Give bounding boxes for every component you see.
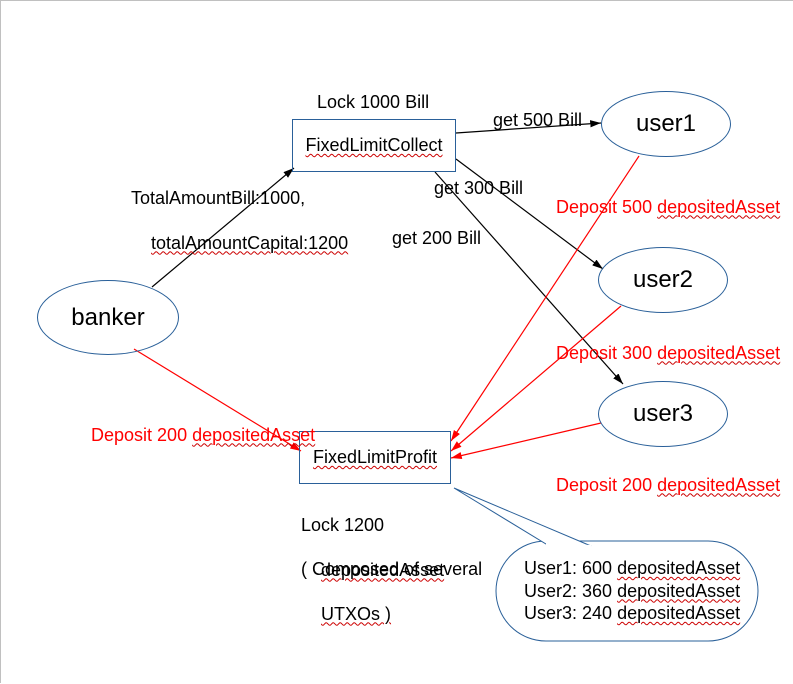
label-total-amount-capital: totalAmountCapital:1200 — [131, 209, 348, 277]
node-user2: user2 — [598, 247, 728, 313]
node-user2-label: user2 — [633, 266, 693, 294]
diagram-canvas: banker FixedLimitCollect FixedLimitProfi… — [0, 0, 793, 683]
label-deposit-500: Deposit 500 depositedAsset — [536, 173, 780, 241]
node-user1: user1 — [601, 91, 731, 157]
label-lock-1000-bill: Lock 1000 Bill — [317, 91, 429, 114]
label-deposit-200-user: Deposit 200 depositedAsset — [536, 451, 780, 519]
node-fixed-limit-profit-label: FixedLimitProfit — [313, 447, 437, 468]
label-lock-1200-line1: Lock 1200 — [301, 514, 384, 537]
node-fixed-limit-collect-label: FixedLimitCollect — [305, 135, 442, 156]
label-get-200-bill: get 200 Bill — [392, 227, 481, 250]
node-banker: banker — [37, 280, 179, 355]
node-user3-label: user3 — [633, 400, 693, 428]
node-user1-label: user1 — [636, 110, 696, 138]
node-user3: user3 — [598, 381, 728, 447]
label-deposit-300: Deposit 300 depositedAsset — [536, 319, 780, 387]
node-fixed-limit-profit: FixedLimitProfit — [299, 431, 451, 484]
label-lock-1200-line4: UTXOs ) — [301, 580, 391, 648]
label-deposit-200-banker: Deposit 200 depositedAsset — [71, 401, 315, 469]
callout-text: User1: 600 depositedAssetUser2: 360 depo… — [524, 557, 740, 625]
label-get-300-bill: get 300 Bill — [434, 177, 523, 200]
label-get-500-bill: get 500 Bill — [493, 109, 582, 132]
node-banker-label: banker — [71, 304, 144, 332]
label-lock-1200-line3: ( Composed of several — [301, 558, 482, 581]
label-total-amount-bill: TotalAmountBill:1000, — [131, 187, 305, 210]
node-fixed-limit-collect: FixedLimitCollect — [292, 119, 456, 172]
